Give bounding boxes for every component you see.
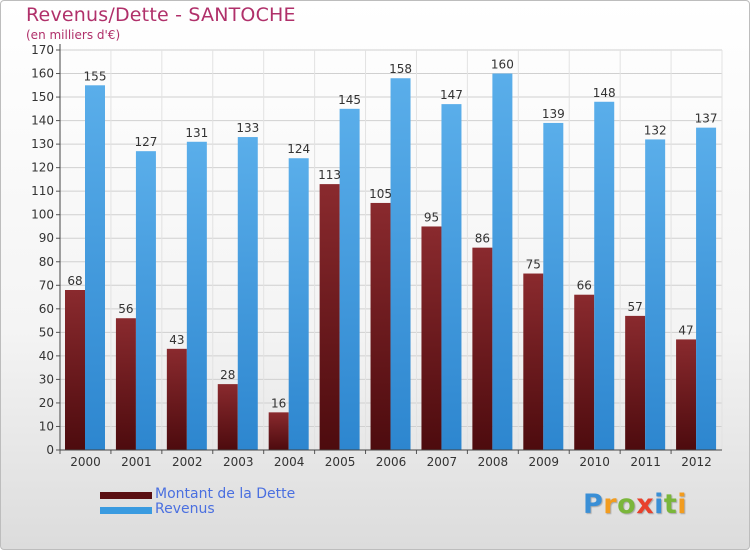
bar-dette bbox=[574, 294, 595, 450]
data-label-revenus: 158 bbox=[389, 62, 412, 76]
bar-dette bbox=[625, 315, 646, 450]
legend-label-dette: Montant de la Dette bbox=[155, 486, 296, 502]
bar-revenus bbox=[390, 78, 411, 450]
y-tick-label: 100 bbox=[31, 208, 54, 222]
bar-dette bbox=[115, 318, 136, 450]
bar-revenus bbox=[135, 151, 156, 451]
y-tick-label: 110 bbox=[31, 184, 54, 198]
bar-revenus bbox=[543, 122, 564, 451]
data-label-dette: 47 bbox=[678, 323, 693, 337]
proxiti-logo: Proxiti bbox=[583, 489, 687, 520]
data-label-dette: 68 bbox=[67, 274, 82, 288]
y-tick-label: 0 bbox=[46, 443, 54, 457]
bar-revenus bbox=[696, 127, 717, 450]
logo-letter: i bbox=[654, 489, 664, 520]
data-label-dette: 56 bbox=[118, 302, 133, 316]
bar-revenus bbox=[594, 101, 615, 450]
x-tick-label: 2002 bbox=[172, 455, 203, 469]
x-tick-label: 2005 bbox=[325, 455, 356, 469]
x-tick-label: 2006 bbox=[376, 455, 407, 469]
bar-dette bbox=[523, 273, 544, 450]
x-tick-label: 2001 bbox=[121, 455, 152, 469]
logo-letter: o bbox=[617, 489, 637, 520]
bar-dette bbox=[65, 290, 85, 450]
x-tick-label: 2010 bbox=[579, 455, 610, 469]
x-tick-label: 2012 bbox=[681, 455, 712, 469]
bar-revenus bbox=[645, 139, 666, 451]
data-label-revenus: 131 bbox=[185, 126, 208, 140]
data-label-revenus: 145 bbox=[338, 93, 361, 107]
y-tick-label: 40 bbox=[39, 349, 54, 363]
data-label-dette: 75 bbox=[526, 258, 541, 272]
data-label-dette: 105 bbox=[369, 187, 392, 201]
data-label-revenus: 132 bbox=[644, 123, 667, 137]
y-tick-label: 140 bbox=[31, 114, 54, 128]
data-label-revenus: 133 bbox=[236, 121, 259, 135]
y-tick-label: 70 bbox=[39, 278, 54, 292]
y-tick-label: 20 bbox=[39, 396, 54, 410]
legend-label-revenus: Revenus bbox=[155, 501, 215, 517]
y-tick-label: 160 bbox=[31, 67, 54, 81]
logo-letter: i bbox=[677, 489, 688, 520]
bar-dette bbox=[421, 226, 442, 450]
y-tick-label: 130 bbox=[31, 137, 54, 151]
chart-title: Revenus/Dette - SANTOCHE bbox=[26, 4, 296, 26]
x-tick-label: 2008 bbox=[478, 455, 509, 469]
x-tick-label: 2011 bbox=[630, 455, 661, 469]
logo-letter: P bbox=[583, 489, 604, 520]
x-tick-label: 2000 bbox=[70, 455, 101, 469]
bar-revenus bbox=[339, 108, 360, 450]
logo-letter: t bbox=[663, 489, 678, 520]
data-label-dette: 57 bbox=[628, 300, 643, 314]
bar-dette bbox=[676, 339, 697, 450]
data-label-revenus: 127 bbox=[134, 135, 157, 149]
y-tick-label: 80 bbox=[39, 255, 54, 269]
bar-dette bbox=[268, 412, 289, 450]
data-label-dette: 43 bbox=[169, 333, 184, 347]
bar-dette bbox=[472, 247, 493, 450]
y-tick-label: 90 bbox=[39, 231, 54, 245]
y-tick-label: 30 bbox=[39, 372, 54, 386]
y-tick-label: 60 bbox=[39, 302, 54, 316]
data-label-revenus: 137 bbox=[695, 112, 718, 126]
x-tick-label: 2003 bbox=[223, 455, 254, 469]
bar-revenus bbox=[237, 137, 258, 450]
bar-dette bbox=[166, 348, 187, 450]
data-label-revenus: 148 bbox=[593, 86, 616, 100]
logo-letter: r bbox=[603, 489, 618, 520]
y-tick-label: 170 bbox=[31, 43, 54, 57]
data-label-dette: 28 bbox=[220, 368, 235, 382]
chart-subtitle: (en milliers d'€) bbox=[26, 28, 121, 42]
y-tick-label: 150 bbox=[31, 90, 54, 104]
legend-swatch-revenus bbox=[100, 507, 152, 514]
bar-revenus bbox=[492, 73, 513, 450]
data-label-dette: 16 bbox=[271, 396, 286, 410]
data-label-revenus: 155 bbox=[84, 69, 107, 83]
data-label-revenus: 147 bbox=[440, 88, 463, 102]
y-tick-label: 10 bbox=[39, 419, 54, 433]
y-tick-label: 120 bbox=[31, 161, 54, 175]
bar-revenus bbox=[186, 141, 207, 450]
data-label-dette: 95 bbox=[424, 210, 439, 224]
logo-letter: x bbox=[636, 489, 655, 520]
y-tick-label: 50 bbox=[39, 325, 54, 339]
data-label-revenus: 160 bbox=[491, 58, 514, 72]
data-label-revenus: 124 bbox=[287, 142, 310, 156]
data-label-revenus: 139 bbox=[542, 107, 565, 121]
x-tick-label: 2007 bbox=[427, 455, 458, 469]
legend-swatch-dette bbox=[100, 492, 152, 499]
data-label-dette: 113 bbox=[318, 168, 341, 182]
bar-revenus bbox=[441, 104, 462, 450]
x-tick-label: 2009 bbox=[528, 455, 559, 469]
x-tick-label: 2004 bbox=[274, 455, 305, 469]
bar-revenus bbox=[85, 85, 105, 450]
bar-dette bbox=[217, 384, 238, 450]
data-label-dette: 66 bbox=[577, 279, 592, 293]
bar-dette bbox=[370, 202, 391, 450]
bar-revenus bbox=[288, 158, 309, 450]
data-label-dette: 86 bbox=[475, 232, 490, 246]
bar-dette bbox=[319, 184, 340, 450]
